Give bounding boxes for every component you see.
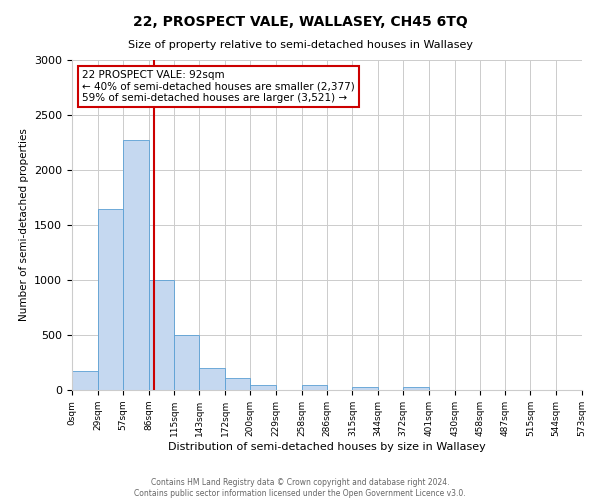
- Text: 22 PROSPECT VALE: 92sqm
← 40% of semi-detached houses are smaller (2,377)
59% of: 22 PROSPECT VALE: 92sqm ← 40% of semi-de…: [82, 70, 355, 103]
- Bar: [352, 386, 378, 390]
- Bar: [175, 335, 199, 390]
- Bar: [302, 384, 326, 390]
- Bar: [250, 384, 276, 390]
- Bar: [123, 140, 149, 390]
- Text: 22, PROSPECT VALE, WALLASEY, CH45 6TQ: 22, PROSPECT VALE, WALLASEY, CH45 6TQ: [133, 15, 467, 29]
- Text: Size of property relative to semi-detached houses in Wallasey: Size of property relative to semi-detach…: [128, 40, 473, 50]
- Y-axis label: Number of semi-detached properties: Number of semi-detached properties: [19, 128, 29, 322]
- Bar: [98, 208, 123, 390]
- Bar: [149, 280, 175, 390]
- Bar: [225, 378, 250, 390]
- X-axis label: Distribution of semi-detached houses by size in Wallasey: Distribution of semi-detached houses by …: [168, 442, 486, 452]
- Bar: [403, 386, 429, 390]
- Bar: [199, 368, 225, 390]
- Text: Contains HM Land Registry data © Crown copyright and database right 2024.
Contai: Contains HM Land Registry data © Crown c…: [134, 478, 466, 498]
- Bar: [72, 371, 98, 390]
